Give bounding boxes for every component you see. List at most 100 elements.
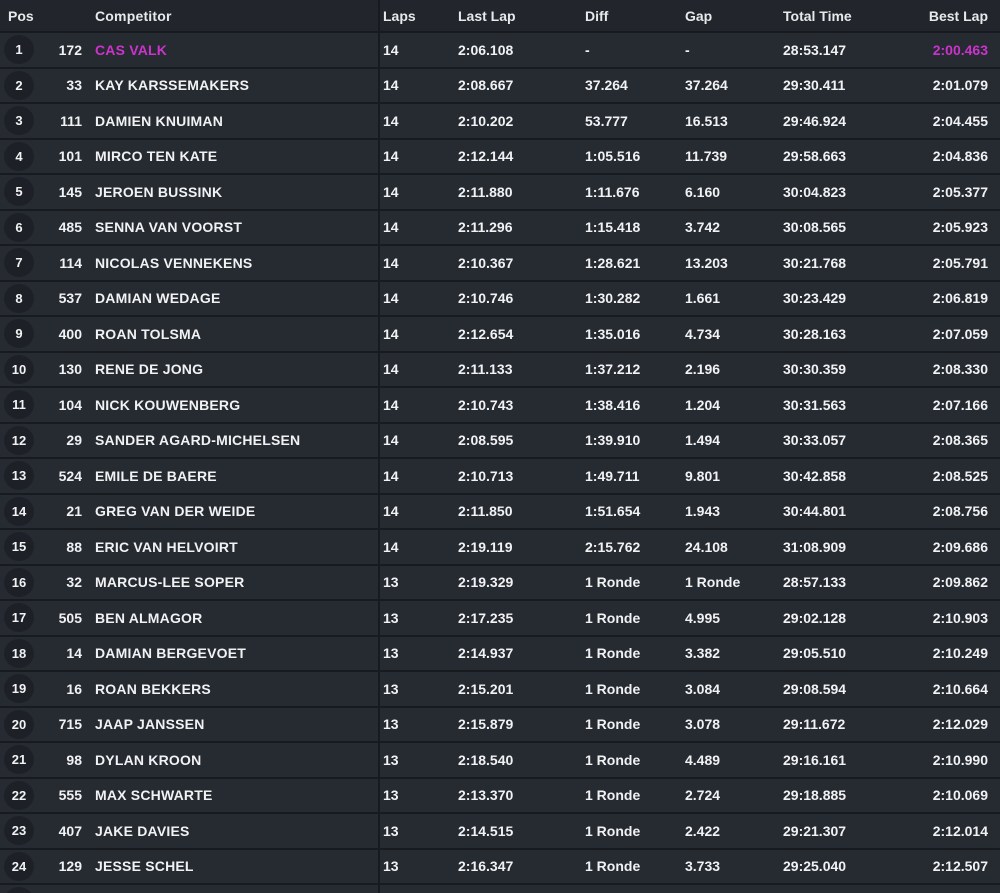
last-lap-value: 2:10.746 [458,290,514,307]
competitor-name: EMILE DE BAERE [95,467,217,484]
diff-value: 1:39.910 [585,432,641,449]
position-badge: 14 [4,496,34,526]
table-body: 1 172 CAS VALK 14 2:06.108 - - 28:53.147… [0,33,1000,893]
competitor-number: 485 [58,219,82,236]
position-cell: 24 [0,851,38,881]
diff-value: 1:11.676 [585,183,640,200]
position-cell: 8 [0,283,38,313]
table-row[interactable]: 18 14 DAMIAN BERGEVOET 13 2:14.937 1 Ron… [0,636,1000,672]
laps-value: 13 [378,778,452,812]
table-row[interactable]: 12 29 SANDER AGARD-MICHELSEN 14 2:08.595… [0,423,1000,459]
laps-value: 13 [378,601,452,635]
table-row[interactable]: 16 32 MARCUS-LEE SOPER 13 2:19.329 1 Ron… [0,565,1000,601]
table-row[interactable]: 3 111 DAMIEN KNUIMAN 14 2:10.202 53.777 … [0,104,1000,140]
table-row[interactable]: 13 524 EMILE DE BAERE 14 2:10.713 1:49.7… [0,459,1000,495]
competitor-name: ERIC VAN HELVOIRT [95,538,238,555]
table-row[interactable]: 22 555 MAX SCHWARTE 13 2:13.370 1 Ronde … [0,778,1000,814]
table-row[interactable]: 1 172 CAS VALK 14 2:06.108 - - 28:53.147… [0,33,1000,69]
diff-value: 1 Ronde [585,680,641,697]
table-header: Pos Competitor Laps Last Lap Diff Gap To… [0,0,1000,33]
competitor-name: DYLAN KROON [95,751,202,768]
laps-value: 14 [378,423,452,457]
total-time-value: 30:44.801 [783,503,847,520]
competitor-number: 537 [58,290,82,307]
laps-value: 14 [378,246,452,280]
table-row[interactable]: 23 407 JAKE DAVIES 13 2:14.515 1 Ronde 2… [0,814,1000,850]
diff-value: 53.777 [585,112,628,129]
position-cell: 21 [0,745,38,775]
position-cell: 7 [0,248,38,278]
gap-value: 6.160 [685,183,721,200]
position-cell: 10 [0,354,38,384]
table-row[interactable]: 7 114 NICOLAS VENNEKENS 14 2:10.367 1:28… [0,246,1000,282]
diff-value: 1 Ronde [585,751,641,768]
position-cell: 19 [0,674,38,704]
competitor-number: 715 [58,716,82,733]
position-number: 20 [11,716,27,732]
diff-value: 1 Ronde [585,645,641,662]
laps-value: 14 [378,210,452,244]
last-lap-value: 2:10.367 [458,254,514,271]
best-lap-value: 2:01.079 [932,77,988,94]
position-cell: 12 [0,425,38,455]
gap-value: 13.203 [685,254,728,271]
table-row[interactable]: 6 485 SENNA VAN VOORST 14 2:11.296 1:15.… [0,210,1000,246]
position-cell: 1 [0,35,38,65]
position-badge: 9 [4,319,34,349]
competitor-name: RENE DE JONG [95,361,204,378]
gap-value: 3.078 [685,716,721,733]
last-lap-value: 2:18.540 [458,751,514,768]
position-number: 12 [11,432,27,448]
laps-value: 13 [378,636,452,670]
position-badge: 24 [4,851,34,881]
position-cell: 5 [0,177,38,207]
position-number: 11 [12,397,26,413]
table-row[interactable]: 21 98 DYLAN KROON 13 2:18.540 1 Ronde 4.… [0,743,1000,779]
position-number: 5 [15,184,23,200]
laps-value: 14 [378,352,452,386]
diff-value: - [585,41,590,58]
position-number: 3 [15,113,23,129]
best-lap-value: 2:08.365 [932,432,988,449]
table-row[interactable]: 9 400 ROAN TOLSMA 14 2:12.654 1:35.016 4… [0,317,1000,353]
competitor-number: 114 [59,254,82,271]
diff-value: 1 Ronde [585,787,641,804]
laps-value: 14 [378,494,452,528]
table-row[interactable]: 15 88 ERIC VAN HELVOIRT 14 2:19.119 2:15… [0,530,1000,566]
position-badge: 5 [4,177,34,207]
last-lap-value: 2:19.119 [458,538,513,555]
diff-value: 1:15.418 [585,219,641,236]
table-row[interactable]: 10 130 RENE DE JONG 14 2:11.133 1:37.212… [0,352,1000,388]
table-row[interactable]: 14 21 GREG VAN DER WEIDE 14 2:11.850 1:5… [0,494,1000,530]
gap-value: 1 Ronde [685,574,741,591]
table-row[interactable]: 11 104 NICK KOUWENBERG 14 2:10.743 1:38.… [0,388,1000,424]
header-last-lap: Last Lap [458,7,516,24]
competitor-number: 172 [58,41,82,58]
competitor-number: 555 [58,787,82,804]
table-row[interactable]: 19 16 ROAN BEKKERS 13 2:15.201 1 Ronde 3… [0,672,1000,708]
competitor-name: NICOLAS VENNEKENS [95,254,253,271]
best-lap-value: 2:06.819 [932,290,988,307]
diff-value: 1:51.654 [585,503,641,520]
table-row[interactable]: 20 715 JAAP JANSSEN 13 2:15.879 1 Ronde … [0,707,1000,743]
position-number: 21 [11,752,27,768]
last-lap-value: 2:13.370 [458,787,514,804]
total-time-value: 29:58.663 [783,148,847,165]
position-number: 7 [15,255,23,271]
gap-value: 1.204 [685,396,721,413]
competitor-name: BEN ALMAGOR [95,609,203,626]
last-lap-value: 2:14.515 [458,822,514,839]
table-row[interactable]: 8 537 DAMIAN WEDAGE 14 2:10.746 1:30.282… [0,281,1000,317]
header-best-lap: Best Lap [928,7,988,24]
table-row[interactable]: 24 129 JESSE SCHEL 13 2:16.347 1 Ronde 3… [0,849,1000,885]
table-row-partial[interactable] [0,885,1000,893]
table-row[interactable]: 5 145 JEROEN BUSSINK 14 2:11.880 1:11.67… [0,175,1000,211]
total-time-value: 28:57.133 [783,574,847,591]
total-time-value: 30:42.858 [783,467,847,484]
table-row[interactable]: 2 33 KAY KARSSEMAKERS 14 2:08.667 37.264… [0,68,1000,104]
table-row[interactable]: 4 101 MIRCO TEN KATE 14 2:12.144 1:05.51… [0,139,1000,175]
competitor-number: 21 [66,503,82,520]
table-row[interactable]: 17 505 BEN ALMAGOR 13 2:17.235 1 Ronde 4… [0,601,1000,637]
competitor-number: 98 [66,751,82,768]
